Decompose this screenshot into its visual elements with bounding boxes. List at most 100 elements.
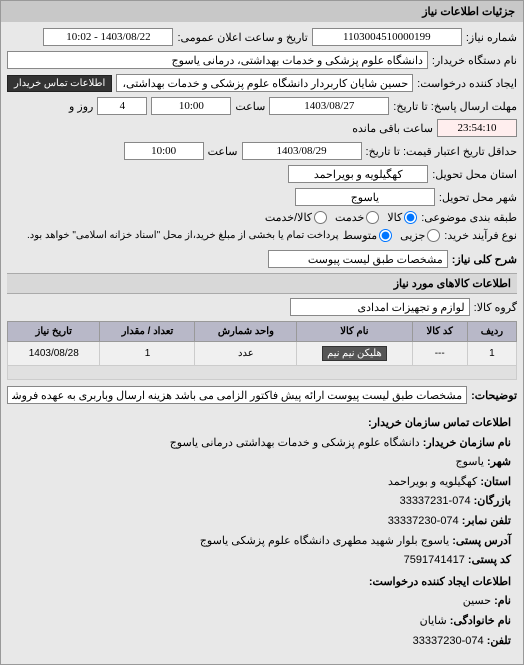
contact-org-label: نام سازمان خریدار: [423,437,511,449]
contact-postal-label: کد پستی: [468,554,511,566]
panel-body: شماره نیاز: تاریخ و ساعت اعلان عمومی: نا… [1,22,523,664]
goods-group-label: گروه کالا: [474,301,517,314]
creator-family-line: نام خانوادگی: شایان [13,613,511,631]
contact-title: اطلاعات تماس سازمان خریدار: [13,415,511,433]
contact-bazargan: 074-33337231 [400,495,471,507]
remaining-time-label: ساعت باقی مانده [352,122,433,135]
row-notes: توضیحات: [7,386,517,404]
contact-city-label: شهر: [487,456,511,468]
radio-both[interactable] [314,211,327,224]
radio-service[interactable] [366,211,379,224]
delivery-province-label: استان محل تحویل: [432,168,517,181]
creator-family: شایان [420,615,447,627]
th-date: تاریخ نیاز [8,322,100,342]
panel-title: جزئیات اطلاعات نیاز [1,1,523,22]
radio-goods-item[interactable]: کالا [387,211,417,224]
radio-medium-item[interactable]: متوسط [343,229,393,242]
creator-name: حسین [463,595,491,607]
creator-title: اطلاعات ایجاد کننده درخواست: [13,574,511,592]
row-goods-group: گروه کالا: [7,298,517,316]
contact-bazargan-label: بازرگان: [474,495,511,507]
radio-small-label: جزیی [400,229,425,242]
row-general-desc: شرح کلی نیاز: [7,250,517,268]
buy-process-label: نوع فرآیند خرید: [444,229,517,242]
contact-fax: 074-33337230 [388,515,459,527]
th-name: نام کالا [297,322,412,342]
contact-buyer-button[interactable]: اطلاعات تماس خریدار [7,75,112,92]
radio-small[interactable] [427,229,440,242]
row-category: طبقه بندی موضوعی: کالا خدمت کالا/خدمت [7,211,517,224]
validity-time-label: ساعت [208,145,238,158]
radio-both-item[interactable]: کالا/خدمت [265,211,327,224]
radio-medium[interactable] [379,229,392,242]
table-row[interactable]: 1 --- هلیکن نیم نیم عدد 1 1403/08/28 [8,342,517,366]
td-code: --- [412,342,467,366]
deadline-send-time-label: ساعت [235,100,265,113]
radio-both-label: کالا/خدمت [265,211,312,224]
radio-goods[interactable] [404,211,417,224]
radio-medium-label: متوسط [343,229,378,242]
td-date: 1403/08/28 [8,342,100,366]
contact-fax-label: تلفن نمابر: [462,515,511,527]
creator-name-label: نام: [494,595,511,607]
validity-date-input[interactable] [242,142,362,160]
th-code: کد کالا [412,322,467,342]
contact-fax-line: تلفن نمابر: 074-33337230 [13,513,511,531]
td-empty [8,366,517,380]
announce-input[interactable] [43,28,173,46]
contact-address-line: آدرس پستی: یاسوج بلوار شهید مطهری دانشگا… [13,533,511,551]
contact-org: دانشگاه علوم پزشکی و خدمات بهداشتی درمان… [170,437,420,449]
radio-service-label: خدمت [335,211,364,224]
buy-process-note: پرداخت تمام یا بخشی از مبلغ خرید،از محل … [27,230,339,241]
row-deadline-send: مهلت ارسال پاسخ: تا تاریخ: ساعت روز و سا… [7,97,517,137]
th-unit: واحد شمارش [195,322,297,342]
goods-group-input[interactable] [290,298,470,316]
requester-input[interactable] [116,74,413,92]
radio-service-item[interactable]: خدمت [335,211,379,224]
row-requester: ایجاد کننده درخواست: اطلاعات تماس خریدار [7,74,517,92]
details-panel: جزئیات اطلاعات نیاز شماره نیاز: تاریخ و … [0,0,524,665]
contact-city-line: شهر: یاسوج [13,454,511,472]
deadline-send-time-input[interactable] [151,97,231,115]
contact-city: یاسوج [455,456,483,468]
contact-postal-line: کد پستی: 7591741417 [13,552,511,570]
remaining-time-input[interactable] [437,119,517,137]
goods-info-title: اطلاعات کالاهای مورد نیاز [7,273,517,294]
category-radio-group: کالا خدمت کالا/خدمت [265,211,417,224]
validity-label: حداقل تاریخ اعتبار قیمت: تا تاریخ: [366,145,517,158]
requester-label: ایجاد کننده درخواست: [417,77,517,90]
contact-province-label: استان: [480,476,511,488]
remaining-day-label: روز و [69,100,93,113]
contact-address: یاسوج بلوار شهید مطهری دانشگاه علوم پزشک… [200,535,449,547]
notes-input[interactable] [7,386,467,404]
goods-name-button[interactable]: هلیکن نیم نیم [322,346,387,361]
creator-phone-line: تلفن: 074-33337230 [13,633,511,651]
row-delivery-city: شهر محل تحویل: [7,188,517,206]
need-number-label: شماره نیاز: [466,31,517,44]
delivery-province-input[interactable] [288,165,428,183]
creator-name-line: نام: حسین [13,593,511,611]
goods-table: ردیف کد کالا نام کالا واحد شمارش تعداد /… [7,321,517,380]
contact-postal: 7591741417 [404,554,465,566]
deadline-send-date-input[interactable] [269,97,389,115]
table-header-row: ردیف کد کالا نام کالا واحد شمارش تعداد /… [8,322,517,342]
td-index: 1 [467,342,516,366]
row-delivery-province: استان محل تحویل: [7,165,517,183]
validity-time-input[interactable] [124,142,204,160]
td-qty: 1 [100,342,195,366]
td-name: هلیکن نیم نیم [297,342,412,366]
td-unit: عدد [195,342,297,366]
remaining-day-input[interactable] [97,97,147,115]
th-index: ردیف [467,322,516,342]
need-number-input[interactable] [312,28,462,46]
buyer-device-input[interactable] [7,51,428,69]
category-label: طبقه بندی موضوعی: [421,211,517,224]
radio-small-item[interactable]: جزیی [400,229,440,242]
buy-process-radio-group: جزیی متوسط [343,229,441,242]
delivery-city-input[interactable] [295,188,435,206]
table-row-empty [8,366,517,380]
general-desc-input[interactable] [268,250,448,268]
delivery-city-label: شهر محل تحویل: [439,191,517,204]
row-need-number: شماره نیاز: تاریخ و ساعت اعلان عمومی: [7,28,517,46]
general-desc-label: شرح کلی نیاز: [452,253,517,266]
